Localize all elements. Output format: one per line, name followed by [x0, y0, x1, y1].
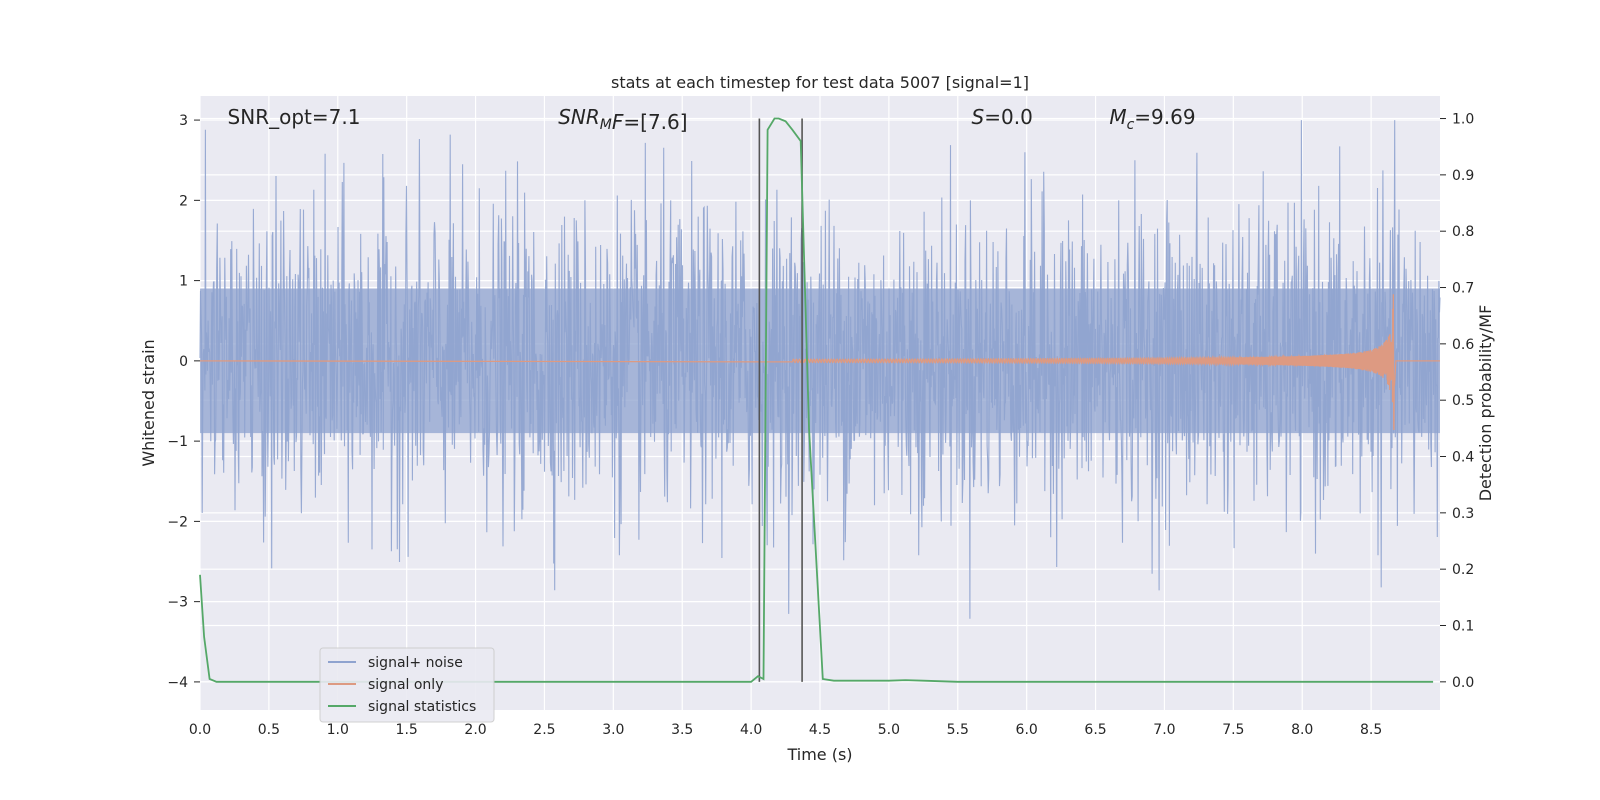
y-axis-label-right: Detection probability/MF: [1476, 305, 1495, 502]
y-right-tick-label: 0.5: [1452, 393, 1474, 409]
chart-title: stats at each timestep for test data 500…: [611, 73, 1029, 92]
x-tick-label: 7.5: [1222, 722, 1244, 738]
y-right-tick-label: 0.1: [1452, 619, 1474, 635]
y-right-tick-label: 1.0: [1452, 112, 1474, 128]
x-tick-label: 5.5: [947, 722, 969, 738]
y-right-tick-label: 0.7: [1452, 281, 1474, 297]
x-tick-label: 0.5: [258, 722, 280, 738]
x-tick-label: 8.0: [1291, 722, 1313, 738]
x-tick-label: 6.5: [1084, 722, 1106, 738]
y-left-tick-label: −4: [167, 675, 188, 691]
annotation-s-value: S=0.0: [972, 105, 1033, 129]
y-right-tick-label: 0.0: [1452, 675, 1474, 691]
y-right-tick-label: 0.2: [1452, 562, 1474, 578]
annotation-mc-value: Mc=9.69: [1109, 105, 1195, 133]
y-left-tick-label: 0: [179, 354, 188, 370]
y-right-tick-label: 0.9: [1452, 168, 1474, 184]
legend-label: signal only: [368, 677, 443, 693]
legend-label: signal+ noise: [368, 655, 463, 671]
y-left-tick-label: 1: [179, 274, 188, 290]
y-right-tick-label: 0.8: [1452, 224, 1474, 240]
series-signal-only: [199, 294, 1440, 431]
x-tick-label: 2.5: [533, 722, 555, 738]
y-left-tick-label: −2: [167, 514, 188, 530]
x-tick-label: 1.5: [396, 722, 418, 738]
x-tick-label: 3.0: [602, 722, 624, 738]
legend: signal+ noise signal only signal statistic…: [319, 647, 495, 723]
y-left-tick-label: 3: [179, 113, 188, 129]
legend-label: signal statistics: [368, 699, 476, 715]
y-axis-label-left: Whitened strain: [139, 339, 158, 466]
x-tick-label: 8.5: [1360, 722, 1382, 738]
signal-line: [199, 294, 1440, 431]
y-left-tick-label: −3: [167, 595, 188, 611]
y-right-tick-label: 0.6: [1452, 337, 1474, 353]
y-right-tick-label: 0.3: [1452, 506, 1474, 522]
annotation-snr-mf: SNRMF=[7.6]: [558, 105, 687, 134]
y-right-tick-label: 0.4: [1452, 450, 1474, 466]
x-tick-label: 4.5: [809, 722, 831, 738]
y-left-tick-label: −1: [167, 434, 188, 450]
x-tick-label: 7.0: [1153, 722, 1175, 738]
x-tick-label: 5.0: [878, 722, 900, 738]
x-axis-label: Time (s): [786, 745, 852, 764]
ticks: 0.0 0.5 1.0 1.5 2.0 2.5 3.0 3.5 4.0 4.5 5.0 5.5 6.0 6…: [167, 112, 1474, 738]
annotations: SNR_opt=7.1 SNRMF=[7.6] S=0.0 Mc=9.69: [228, 105, 1196, 134]
annotation-snr-opt: SNR_opt=7.1: [228, 105, 361, 129]
x-tick-label: 1.0: [327, 722, 349, 738]
y-left-tick-label: 2: [179, 193, 188, 209]
x-tick-label: 6.0: [1016, 722, 1038, 738]
x-tick-label: 2.0: [464, 722, 486, 738]
x-tick-label: 0.0: [189, 722, 211, 738]
legend-box: [319, 647, 495, 723]
x-tick-label: 4.0: [740, 722, 762, 738]
x-tick-label: 3.5: [671, 722, 693, 738]
